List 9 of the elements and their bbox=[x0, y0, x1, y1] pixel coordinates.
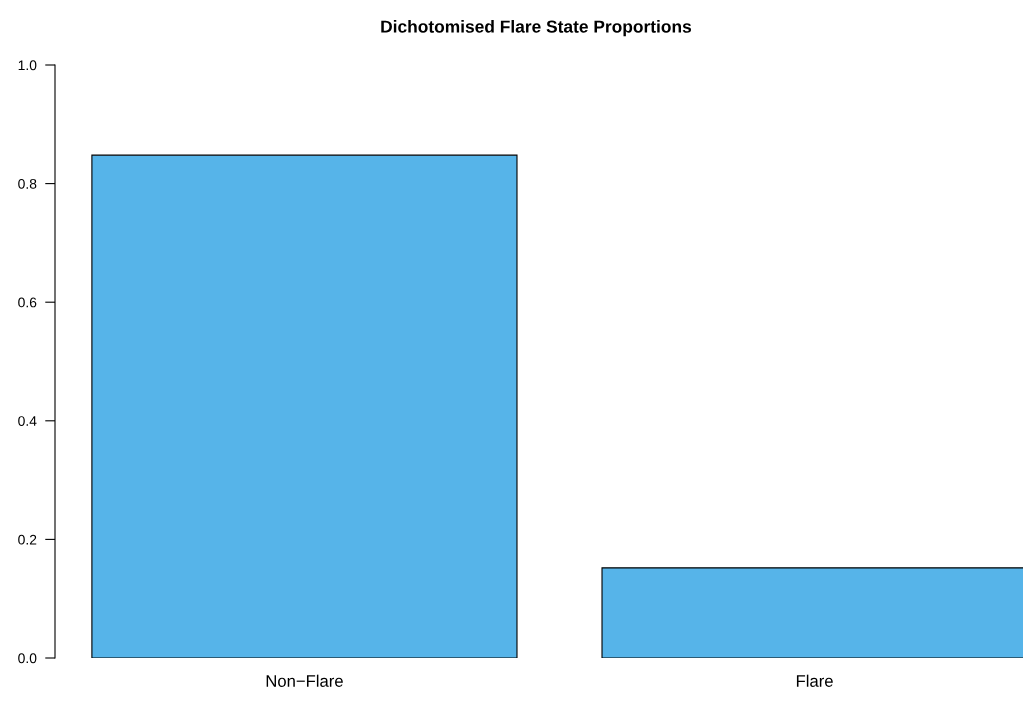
chart-title: Dichotomised Flare State Proportions bbox=[381, 20, 692, 37]
y-tick-label: 1.0 bbox=[18, 60, 37, 71]
y-tick-label: 0.4 bbox=[18, 416, 37, 426]
x-tick-label: Non−Flare bbox=[266, 674, 343, 687]
y-tick-label: 0.6 bbox=[18, 297, 37, 308]
y-tick-label: 0.2 bbox=[18, 534, 37, 545]
y-tick-label: 0.0 bbox=[18, 653, 37, 664]
y-tick-label: 0.8 bbox=[18, 178, 37, 189]
x-tick-label: Flare bbox=[796, 674, 833, 687]
